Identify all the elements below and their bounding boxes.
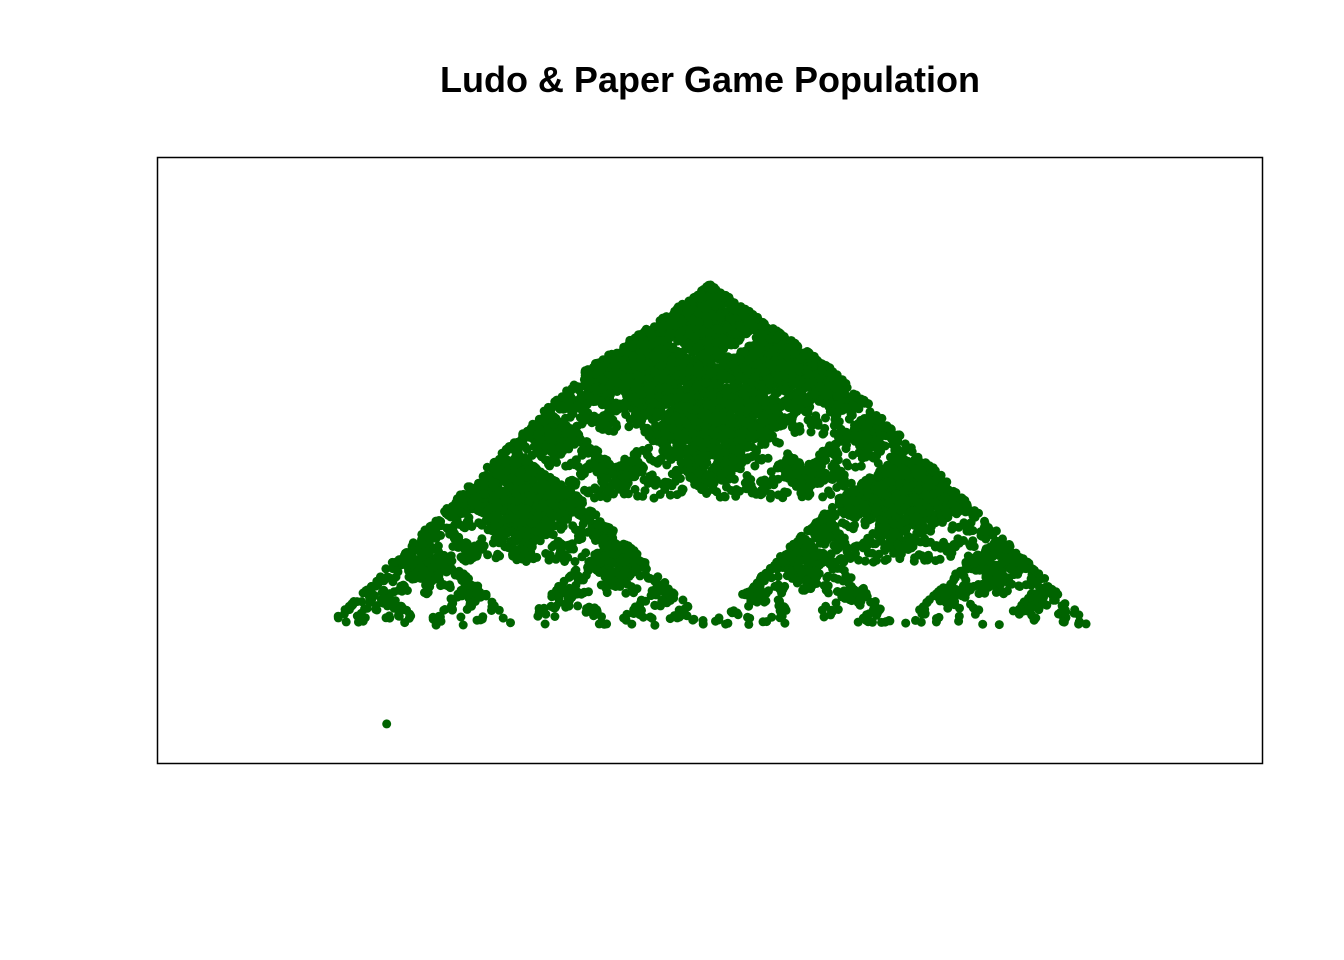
data-point (644, 443, 654, 453)
data-point (698, 619, 708, 629)
data-point (846, 478, 856, 488)
data-point (911, 615, 920, 625)
data-point (535, 536, 545, 546)
data-point (493, 549, 503, 559)
chart-title: Ludo & Paper Game Population (439, 59, 981, 100)
data-point (745, 613, 755, 623)
data-point (954, 616, 964, 626)
data-point (978, 619, 988, 629)
data-point (621, 588, 631, 598)
data-point (506, 618, 515, 628)
data-point (456, 612, 466, 622)
data-point (833, 605, 843, 614)
points-layer (333, 280, 1091, 729)
plot-frame (156, 156, 1264, 765)
data-point (487, 606, 496, 615)
data-point (765, 493, 775, 503)
data-point (841, 444, 851, 454)
data-point (382, 719, 392, 729)
data-point (571, 455, 581, 465)
data-point (341, 617, 351, 627)
data-point (842, 458, 852, 468)
data-point (650, 620, 660, 630)
data-point (550, 612, 560, 621)
data-point (483, 550, 493, 560)
data-point (446, 594, 456, 604)
data-point (860, 556, 870, 566)
data-point (689, 614, 699, 624)
data-point (889, 548, 899, 558)
data-point (624, 422, 634, 432)
data-point (750, 461, 760, 471)
data-point (882, 554, 892, 564)
data-point (376, 595, 386, 605)
data-point (1026, 580, 1036, 590)
data-point (991, 526, 1001, 536)
data-point (826, 490, 836, 499)
data-point (1069, 608, 1079, 618)
